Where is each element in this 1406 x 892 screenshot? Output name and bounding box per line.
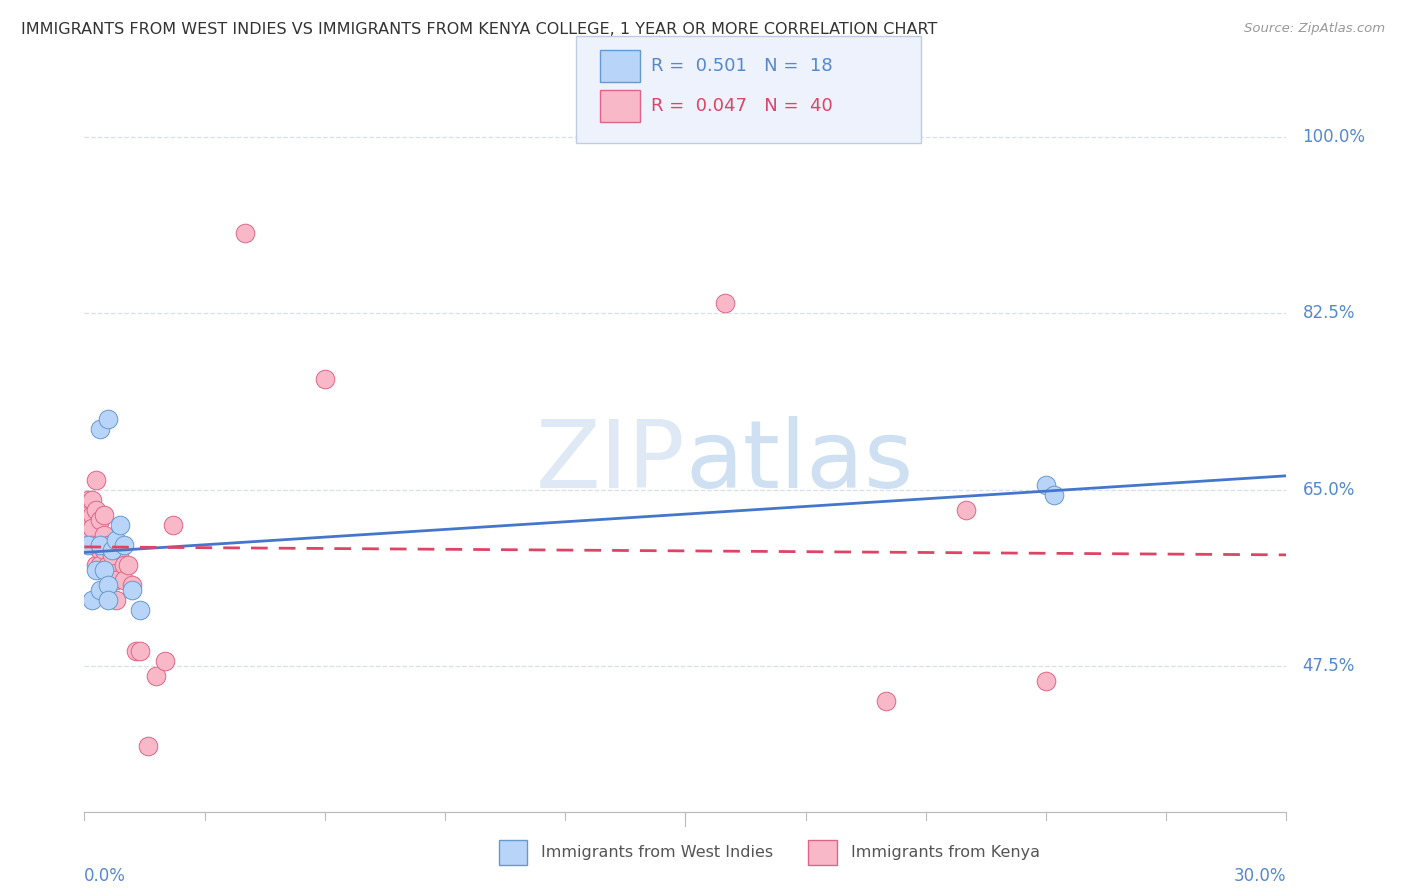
Text: 0.0%: 0.0% xyxy=(84,867,127,885)
Point xyxy=(93,528,115,542)
Text: ZIP: ZIP xyxy=(536,416,686,508)
Point xyxy=(101,548,124,562)
Point xyxy=(77,517,100,532)
Point xyxy=(129,603,152,617)
Point xyxy=(93,543,115,558)
Point xyxy=(125,643,148,657)
Text: 100.0%: 100.0% xyxy=(1302,128,1365,146)
Point xyxy=(875,694,897,708)
Point xyxy=(77,502,100,516)
Point xyxy=(82,593,104,607)
Point xyxy=(89,558,111,573)
Point xyxy=(110,543,132,558)
Text: atlas: atlas xyxy=(686,416,914,508)
Point xyxy=(114,558,135,573)
Point xyxy=(114,573,135,587)
Point xyxy=(93,508,115,522)
Text: R =  0.047   N =  40: R = 0.047 N = 40 xyxy=(651,97,832,115)
Point xyxy=(121,583,143,598)
Point xyxy=(86,563,108,577)
Point xyxy=(233,226,256,240)
Text: Immigrants from West Indies: Immigrants from West Indies xyxy=(541,846,773,860)
Point xyxy=(110,517,132,532)
Point xyxy=(145,669,167,683)
Point xyxy=(77,538,100,552)
Point xyxy=(101,573,124,587)
Point xyxy=(89,422,111,436)
Point xyxy=(82,538,104,552)
Point xyxy=(93,563,115,577)
Text: 82.5%: 82.5% xyxy=(1302,304,1355,323)
Point xyxy=(114,538,135,552)
Point xyxy=(105,593,128,607)
Point xyxy=(1035,673,1057,688)
Point xyxy=(97,412,120,426)
Text: Source: ZipAtlas.com: Source: ZipAtlas.com xyxy=(1244,22,1385,36)
Text: IMMIGRANTS FROM WEST INDIES VS IMMIGRANTS FROM KENYA COLLEGE, 1 YEAR OR MORE COR: IMMIGRANTS FROM WEST INDIES VS IMMIGRANT… xyxy=(21,22,938,37)
Point xyxy=(314,372,336,386)
Point xyxy=(89,583,111,598)
Text: 30.0%: 30.0% xyxy=(1234,867,1286,885)
Text: 65.0%: 65.0% xyxy=(1302,481,1355,499)
Point xyxy=(1035,477,1057,491)
Text: Immigrants from Kenya: Immigrants from Kenya xyxy=(851,846,1039,860)
Point xyxy=(153,654,176,668)
Point xyxy=(89,543,111,558)
Point xyxy=(138,739,160,754)
Point xyxy=(86,502,108,516)
Point xyxy=(89,513,111,527)
Point xyxy=(129,643,152,657)
Point xyxy=(101,543,124,558)
Point xyxy=(86,558,108,573)
Point xyxy=(82,508,104,522)
Point xyxy=(162,517,184,532)
Text: R =  0.501   N =  18: R = 0.501 N = 18 xyxy=(651,57,832,75)
Point xyxy=(105,533,128,547)
Point xyxy=(714,296,737,310)
Point xyxy=(97,558,120,573)
Point xyxy=(97,578,120,592)
Point xyxy=(82,521,104,535)
Point xyxy=(955,502,977,516)
Point xyxy=(86,473,108,487)
Point xyxy=(77,492,100,507)
Point xyxy=(89,538,111,552)
Point xyxy=(105,573,128,587)
Point xyxy=(82,492,104,507)
Point xyxy=(97,538,120,552)
Point xyxy=(77,508,100,522)
Point xyxy=(77,533,100,547)
Point xyxy=(97,593,120,607)
Point xyxy=(121,578,143,592)
Point xyxy=(117,558,139,573)
Text: 47.5%: 47.5% xyxy=(1302,657,1355,674)
Point xyxy=(1043,488,1066,502)
